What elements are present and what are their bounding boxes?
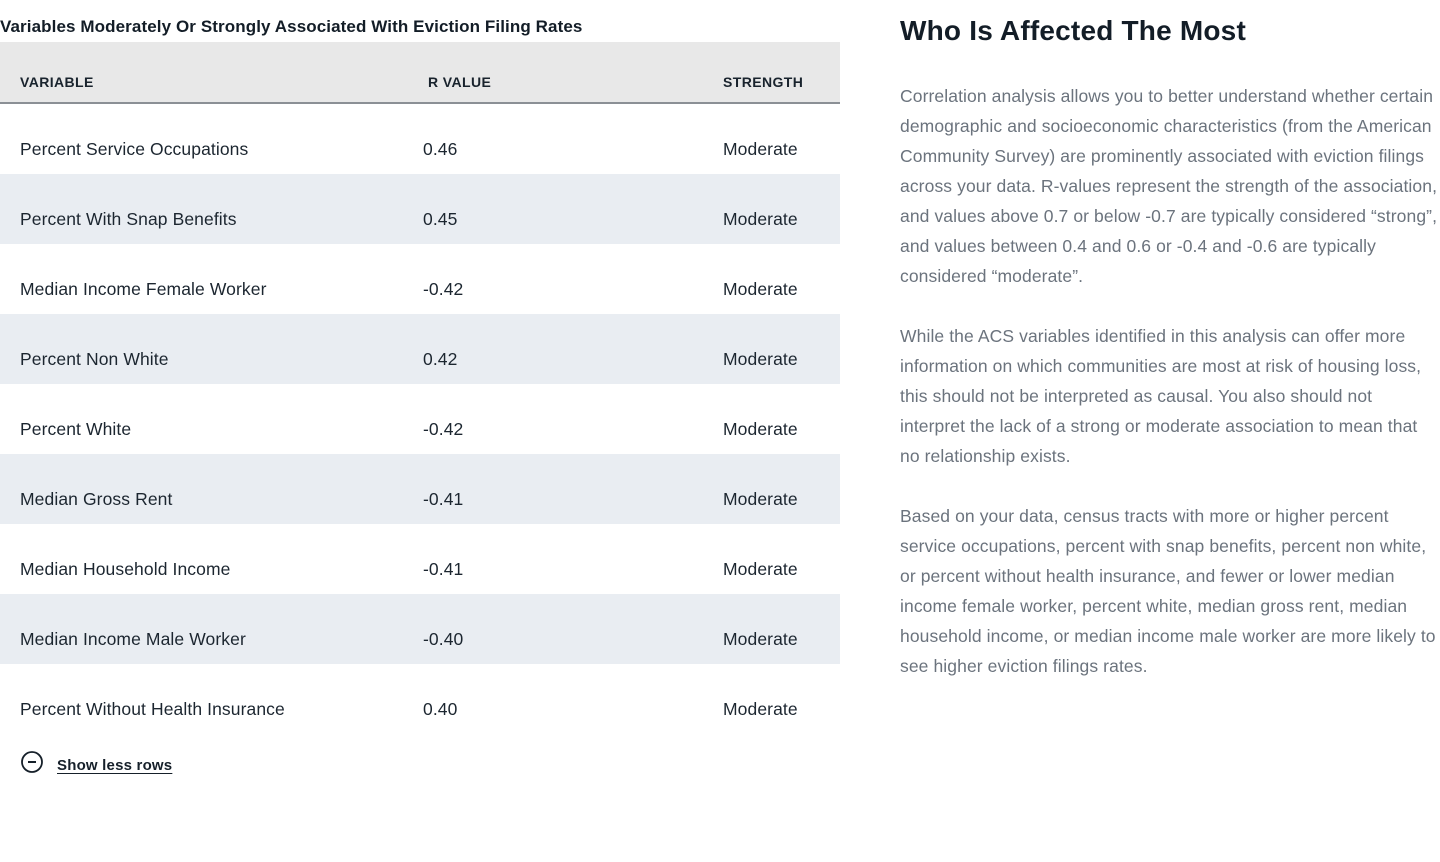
cell-r-value: -0.40 — [423, 628, 464, 649]
cell-strength: Moderate — [723, 488, 798, 509]
table-row: Percent Without Health Insurance 0.40 Mo… — [0, 664, 840, 734]
table-header-row: VARIABLE R VALUE STRENGTH — [0, 42, 840, 104]
cell-variable: Median Gross Rent — [20, 488, 173, 509]
table-row: Percent With Snap Benefits 0.45 Moderate — [0, 174, 840, 244]
table-row: Percent White -0.42 Moderate — [0, 384, 840, 454]
table-row: Median Household Income -0.41 Moderate — [0, 524, 840, 594]
show-less-rows-label: Show less rows — [57, 756, 173, 774]
cell-strength: Moderate — [723, 698, 798, 719]
cell-variable: Percent White — [20, 418, 132, 439]
cell-variable: Percent With Snap Benefits — [20, 208, 237, 229]
cell-r-value: -0.41 — [423, 488, 464, 509]
cell-strength: Moderate — [723, 138, 798, 159]
cell-strength: Moderate — [723, 278, 798, 299]
cell-r-value: 0.45 — [423, 208, 458, 229]
article-paragraph-2: While the ACS variables identified in th… — [900, 326, 1422, 466]
cell-r-value: -0.42 — [423, 278, 464, 299]
cell-r-value: -0.42 — [423, 418, 464, 439]
column-header-r-value: R VALUE — [428, 74, 492, 90]
cell-strength: Moderate — [723, 348, 798, 369]
column-header-strength: STRENGTH — [723, 74, 804, 90]
table-body: Percent Service Occupations 0.46 Moderat… — [0, 104, 840, 734]
who-is-affected-section: Who Is Affected The Most Correlation ana… — [900, 0, 1440, 711]
cell-strength: Moderate — [723, 418, 798, 439]
correlation-table: VARIABLE R VALUE STRENGTH Percent Servic… — [0, 42, 840, 734]
cell-r-value: -0.41 — [423, 558, 464, 579]
cell-strength: Moderate — [723, 628, 798, 649]
cell-variable: Median Household Income — [20, 558, 231, 579]
article-paragraph-1: Correlation analysis allows you to bette… — [900, 86, 1438, 286]
cell-variable: Percent Without Health Insurance — [20, 698, 285, 719]
correlation-table-section: Variables Moderately Or Strongly Associa… — [0, 17, 840, 774]
column-header-variable: VARIABLE — [20, 74, 94, 90]
cell-r-value: 0.42 — [423, 348, 458, 369]
table-row: Median Gross Rent -0.41 Moderate — [0, 454, 840, 524]
cell-variable: Median Income Female Worker — [20, 278, 267, 299]
cell-variable: Percent Non White — [20, 348, 169, 369]
show-less-rows-button[interactable]: Show less rows — [20, 751, 173, 774]
cell-variable: Median Income Male Worker — [20, 628, 246, 649]
table-row: Median Income Female Worker -0.42 Modera… — [0, 244, 840, 314]
cell-r-value: 0.40 — [423, 698, 458, 719]
article-heading: Who Is Affected The Most — [900, 15, 1246, 46]
cell-variable: Percent Service Occupations — [20, 138, 249, 159]
table-row: Percent Service Occupations 0.46 Moderat… — [0, 104, 840, 174]
table-row: Median Income Male Worker -0.40 Moderate — [0, 594, 840, 664]
cell-strength: Moderate — [723, 208, 798, 229]
cell-r-value: 0.46 — [423, 138, 458, 159]
circle-minus-icon — [20, 750, 44, 774]
table-row: Percent Non White 0.42 Moderate — [0, 314, 840, 384]
cell-strength: Moderate — [723, 558, 798, 579]
table-title: Variables Moderately Or Strongly Associa… — [0, 17, 583, 36]
article-paragraph-3: Based on your data, census tracts with m… — [900, 506, 1436, 676]
